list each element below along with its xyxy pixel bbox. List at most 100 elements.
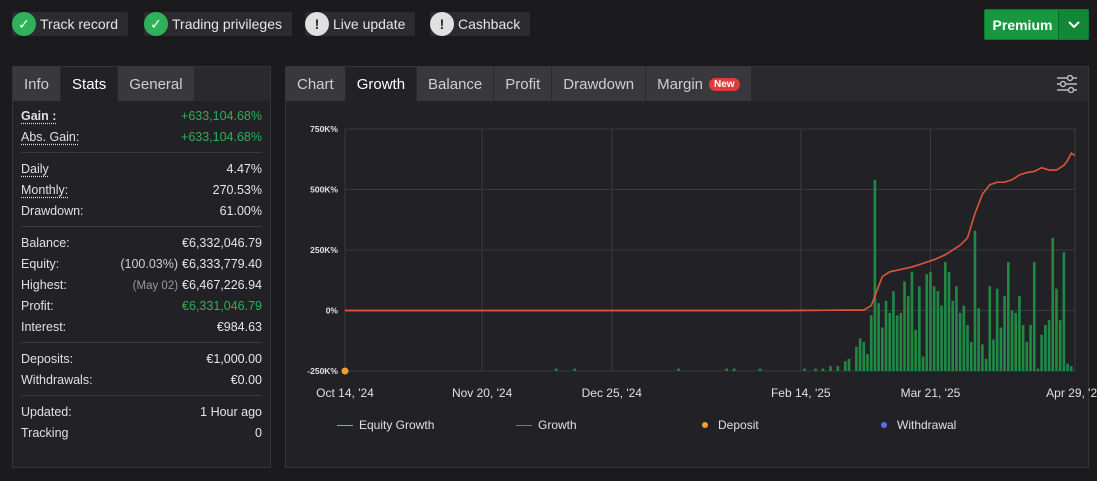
withdrawal-dot-icon bbox=[881, 422, 887, 428]
stat-value: +633,104.68% bbox=[181, 108, 262, 123]
y-tick-label: 0% bbox=[326, 306, 339, 316]
stat-value: €6,333,779.40 bbox=[182, 256, 262, 271]
x-tick-label: Feb 14, '25 bbox=[771, 386, 831, 400]
stat-value-group: (May 02) €6,467,226.94 bbox=[133, 278, 262, 292]
profit-bar bbox=[895, 315, 899, 371]
badge-cashback[interactable]: ! Cashback bbox=[430, 12, 531, 36]
profit-bar bbox=[725, 368, 728, 371]
stat-note: (100.03%) bbox=[120, 256, 179, 271]
growth-line bbox=[345, 152, 1076, 312]
profit-bar bbox=[866, 354, 869, 371]
tab-chart[interactable]: Chart bbox=[286, 67, 345, 101]
profit-bar bbox=[903, 281, 906, 371]
stat-value-group: (100.03%) €6,333,779.40 bbox=[120, 257, 262, 271]
stat-label: Tracking bbox=[21, 425, 69, 440]
profit-bar bbox=[962, 305, 966, 371]
profit-bar bbox=[1021, 325, 1025, 371]
profit-bar bbox=[932, 286, 936, 371]
stat-row-drawdown: Drawdown: 61.00% bbox=[21, 200, 262, 221]
profit-bar bbox=[843, 361, 847, 371]
stat-row-highest: Highest: (May 02) €6,467,226.94 bbox=[21, 274, 262, 295]
settings-sliders-icon[interactable] bbox=[1056, 74, 1078, 94]
stat-label[interactable]: Abs. Gain: bbox=[21, 129, 80, 144]
x-axis-labels: Oct 14, '24 Nov 20, '24 Dec 25, '24 Feb 14,… bbox=[316, 386, 1097, 400]
tab-growth[interactable]: Growth bbox=[345, 67, 417, 101]
legend-withdrawal[interactable]: Withdrawal bbox=[881, 417, 956, 433]
badge-live-update[interactable]: ! Live update bbox=[305, 12, 416, 36]
profit-bar bbox=[1062, 252, 1066, 371]
stat-value: €0.00 bbox=[230, 372, 262, 387]
deposit-marker bbox=[341, 367, 349, 375]
tab-balance[interactable]: Balance bbox=[417, 67, 494, 101]
tab-margin[interactable]: Margin New bbox=[646, 67, 751, 101]
growth-lines bbox=[345, 152, 1076, 312]
equity-growth-line bbox=[345, 152, 1076, 312]
check-icon: ✓ bbox=[12, 12, 36, 36]
profit-bar bbox=[1029, 325, 1032, 371]
profit-bar bbox=[881, 327, 884, 371]
stat-row-deposits: Deposits: €1,000.00 bbox=[21, 348, 262, 369]
stat-note: (May 02) bbox=[132, 279, 179, 292]
badge-label: Trading privileges bbox=[172, 16, 282, 32]
tab-general[interactable]: General bbox=[118, 67, 194, 101]
tab-stats[interactable]: Stats bbox=[61, 67, 118, 101]
premium-button[interactable]: Premium bbox=[984, 9, 1089, 40]
stat-value: 270.53% bbox=[212, 182, 262, 197]
profit-bar bbox=[814, 368, 817, 371]
stat-value: +633,104.68% bbox=[181, 129, 262, 144]
profit-bar bbox=[1003, 295, 1006, 371]
tab-info[interactable]: Info bbox=[13, 67, 61, 101]
stats-tabs: Info Stats General bbox=[13, 67, 270, 101]
y-axis-labels: -250K% 0% 250K% 500K% 750K% bbox=[307, 124, 338, 376]
stat-row-tracking: Tracking 0 bbox=[21, 422, 262, 443]
profit-bar bbox=[1040, 334, 1043, 371]
exclamation-icon: ! bbox=[305, 12, 329, 36]
profit-bar bbox=[906, 295, 910, 371]
badge-label: Cashback bbox=[458, 16, 521, 32]
chart-grid bbox=[344, 128, 1076, 372]
deposit-dot-icon bbox=[702, 422, 708, 428]
profit-bar bbox=[829, 366, 832, 371]
stat-value: 0 bbox=[255, 425, 262, 440]
profit-bar bbox=[1044, 325, 1047, 371]
stat-label[interactable]: Daily bbox=[21, 161, 49, 176]
profit-bar bbox=[732, 368, 736, 371]
stat-value: €6,332,046.79 bbox=[182, 235, 262, 250]
stat-label: Highest: bbox=[21, 277, 67, 292]
profit-bar bbox=[992, 339, 995, 371]
profit-bars bbox=[554, 179, 1073, 371]
growth-line-swatch bbox=[516, 424, 532, 426]
legend-label: Deposit bbox=[718, 418, 759, 432]
badge-trading-privileges[interactable]: ✓ Trading privileges bbox=[144, 12, 292, 36]
profit-bar bbox=[847, 358, 851, 371]
tab-profit[interactable]: Profit bbox=[494, 67, 552, 101]
stat-value: 1 Hour ago bbox=[200, 404, 262, 419]
stat-row-interest: Interest: €984.63 bbox=[21, 316, 262, 337]
chevron-down-icon[interactable] bbox=[1058, 10, 1088, 39]
profit-bar bbox=[1032, 262, 1036, 371]
legend-label: Withdrawal bbox=[897, 418, 957, 432]
profit-bar bbox=[995, 288, 999, 371]
legend-equity-growth[interactable]: Equity Growth bbox=[337, 417, 434, 433]
stat-value: €1,000.00 bbox=[206, 351, 262, 366]
profit-bar bbox=[981, 344, 984, 371]
badge-track-record[interactable]: ✓ Track record bbox=[12, 12, 129, 36]
stat-label[interactable]: Monthly: bbox=[21, 182, 69, 197]
profit-bar bbox=[944, 262, 947, 371]
y-tick-label: 500K% bbox=[310, 185, 338, 195]
tab-drawdown[interactable]: Drawdown bbox=[552, 67, 646, 101]
profit-bar bbox=[925, 274, 929, 371]
profit-bar bbox=[677, 368, 680, 371]
profit-bar bbox=[554, 368, 558, 371]
stat-row-profit: Profit: €6,331,046.79 bbox=[21, 295, 262, 316]
profit-bar bbox=[1036, 368, 1040, 371]
stat-label[interactable]: Gain : bbox=[21, 108, 57, 123]
profit-bar bbox=[869, 315, 873, 371]
legend-growth[interactable]: Growth bbox=[516, 417, 577, 433]
profit-bar bbox=[855, 346, 858, 371]
profit-bar bbox=[758, 368, 762, 371]
legend-deposit[interactable]: Deposit bbox=[702, 417, 759, 433]
profit-bar bbox=[1047, 320, 1051, 371]
profit-bar bbox=[1010, 310, 1014, 371]
y-tick-label: 750K% bbox=[310, 124, 338, 134]
